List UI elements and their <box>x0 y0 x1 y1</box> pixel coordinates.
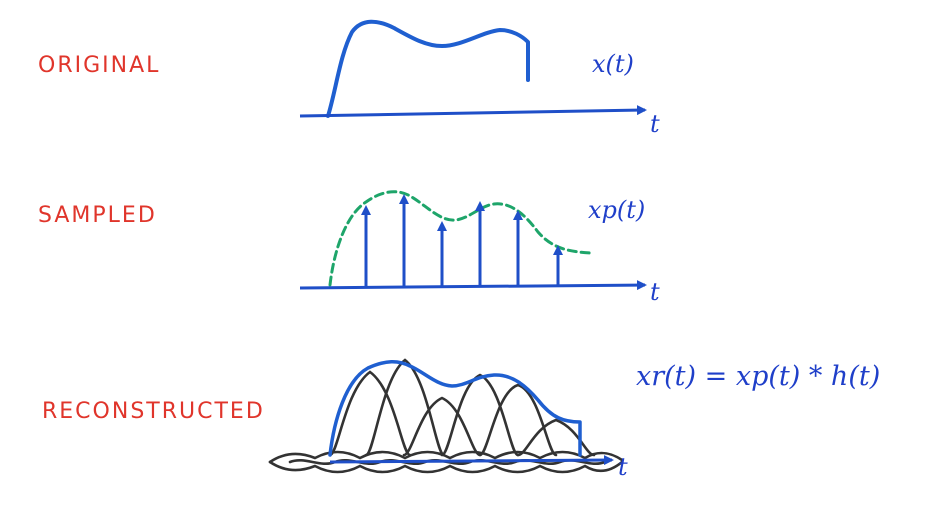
sampled-envelope-curve <box>328 190 594 287</box>
kernel-3 <box>402 396 482 457</box>
reconstructed-axis-label: t <box>618 453 628 481</box>
original-panel: ORIGINAL t x(t) <box>38 19 660 138</box>
reconstructed-time-axis <box>329 455 614 466</box>
sampled-axis-label: t <box>650 278 660 306</box>
kernel-4 <box>440 373 520 457</box>
original-axis-label: t <box>650 110 660 138</box>
reconstructed-signal-curve <box>328 360 582 457</box>
kernel-ripples-upper <box>268 450 624 464</box>
original-signal-label: x(t) <box>592 50 634 78</box>
kernel-1 <box>328 370 412 457</box>
kernel-5 <box>478 383 558 457</box>
original-label: ORIGINAL <box>38 53 160 78</box>
original-signal-curve <box>326 19 530 118</box>
sampled-panel: SAMPLED t xp(t) <box>38 190 660 306</box>
original-time-axis <box>299 105 647 118</box>
kernel-ripples-lower <box>268 460 624 474</box>
kernel-2 <box>364 358 446 457</box>
interpolation-kernels <box>268 358 624 474</box>
sampled-signal-label: xp(t) <box>588 196 645 224</box>
sampled-time-axis <box>299 280 647 291</box>
kernel-6 <box>516 418 596 457</box>
reconstructed-label: RECONSTRUCTED <box>42 399 265 424</box>
reconstruction-equation: xr(t) = xp(t) * h(t) <box>636 361 880 392</box>
reconstructed-panel: RECONSTRUCTED t xr(t) = xp(t) * h(t) <box>42 358 880 481</box>
sampled-label: SAMPLED <box>38 203 157 228</box>
